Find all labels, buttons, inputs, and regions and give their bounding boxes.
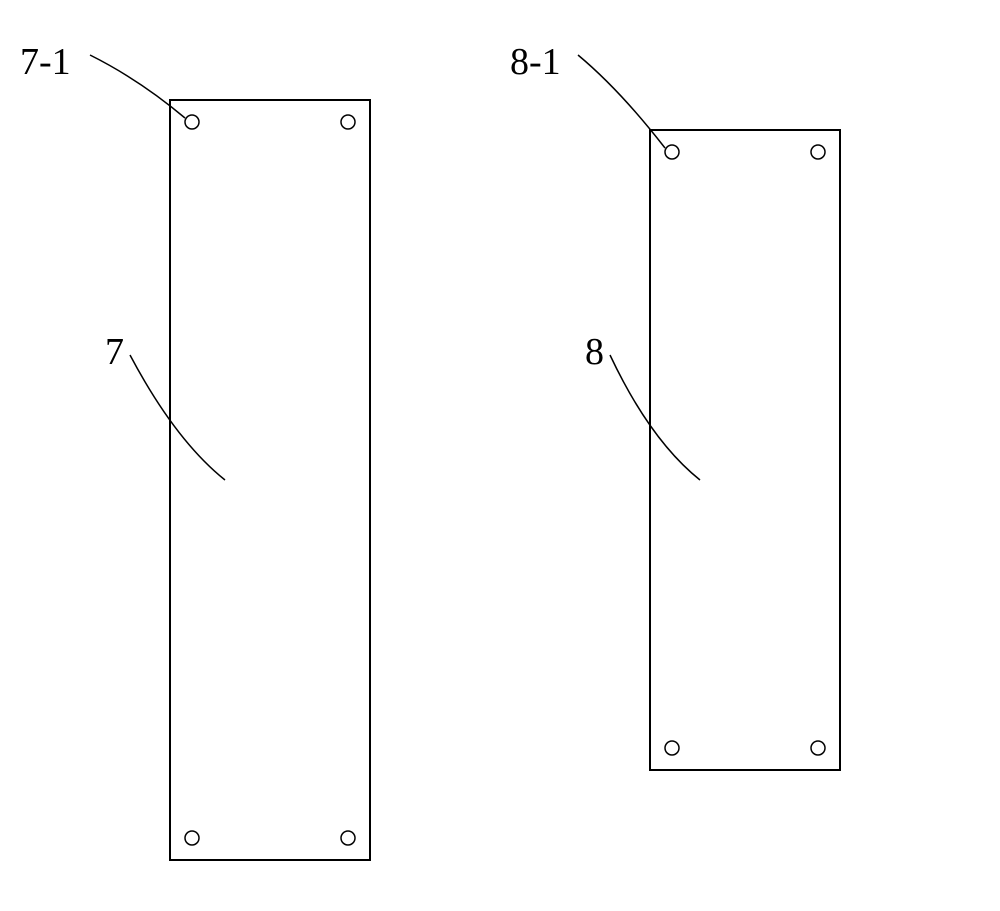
label-8-1: 8-1 bbox=[510, 40, 561, 84]
label-7-1: 7-1 bbox=[20, 40, 71, 84]
diagram-canvas bbox=[0, 0, 1000, 911]
label-7: 7 bbox=[105, 330, 124, 374]
label-8: 8 bbox=[585, 330, 604, 374]
